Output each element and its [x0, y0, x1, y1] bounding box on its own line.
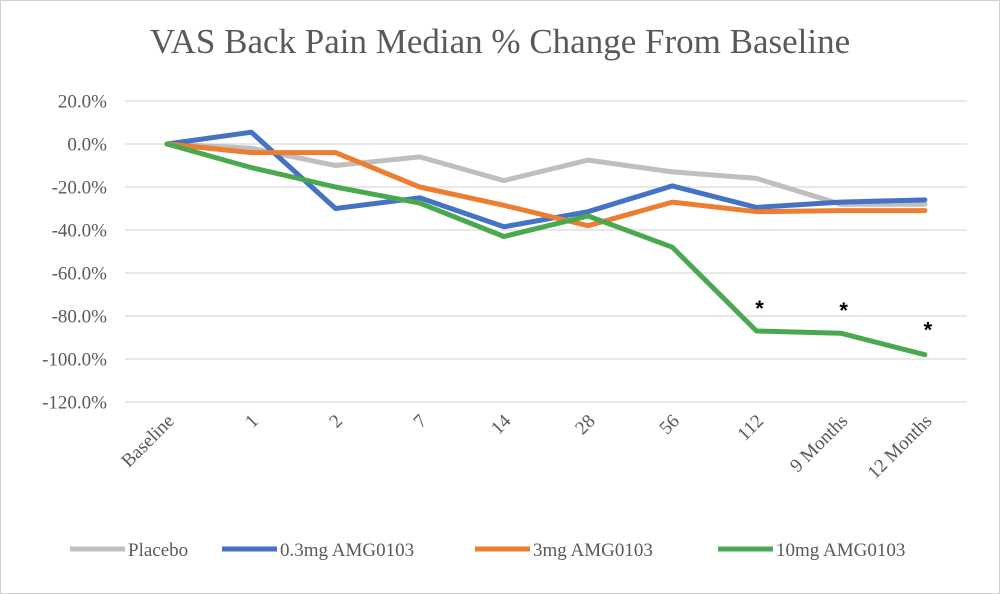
y-tick-label: -100.0%	[42, 350, 107, 371]
significance-marker: *	[755, 296, 764, 321]
series-line-1	[164, 141, 928, 207]
x-tick-label: 14	[487, 410, 516, 439]
legend-label: 3mg AMG0103	[533, 540, 653, 561]
x-tick-label: 112	[734, 411, 769, 446]
x-tick-label: 56	[656, 411, 684, 439]
x-tick-label: 12 Months	[864, 411, 937, 484]
legend-label: 10mg AMG0103	[776, 540, 905, 561]
legend-label: Placebo	[128, 540, 188, 561]
y-tick-label: 0.0%	[67, 135, 107, 156]
x-tick-label: 1	[241, 411, 263, 433]
series-line-3	[164, 141, 928, 229]
annotations: * * *	[755, 296, 932, 343]
y-tick-label: -120.0%	[42, 393, 107, 414]
y-axis-ticks: 20.0% 0.0% -20.0% -40.0% -60.0% -80.0% -100.0%…	[42, 92, 107, 414]
series-line-4	[164, 141, 928, 358]
x-axis-ticks: Baseline 1 2 7 14 28 56 112 9 Months 12 Months	[118, 410, 937, 483]
x-tick-label: 2	[325, 411, 347, 433]
y-tick-label: -60.0%	[52, 264, 108, 285]
significance-marker: *	[839, 298, 848, 323]
y-tick-label: 20.0%	[58, 92, 107, 113]
significance-marker: *	[924, 318, 933, 343]
chart-title: VAS Back Pain Median % Change From Basel…	[149, 22, 851, 61]
series-line-2	[164, 129, 928, 230]
x-tick-label: 9 Months	[786, 411, 852, 477]
series-lines	[164, 129, 928, 358]
x-tick-label: 28	[571, 411, 599, 439]
y-tick-label: -40.0%	[52, 221, 108, 242]
x-tick-label: 7	[410, 411, 432, 433]
x-tick-label: Baseline	[118, 411, 179, 472]
legend-label: 0.3mg AMG0103	[280, 540, 414, 561]
legend: Placebo 0.3mg AMG0103 3mg AMG0103 10mg AMG0…	[70, 540, 905, 561]
y-tick-label: -20.0%	[52, 178, 108, 199]
y-tick-label: -80.0%	[52, 307, 108, 328]
